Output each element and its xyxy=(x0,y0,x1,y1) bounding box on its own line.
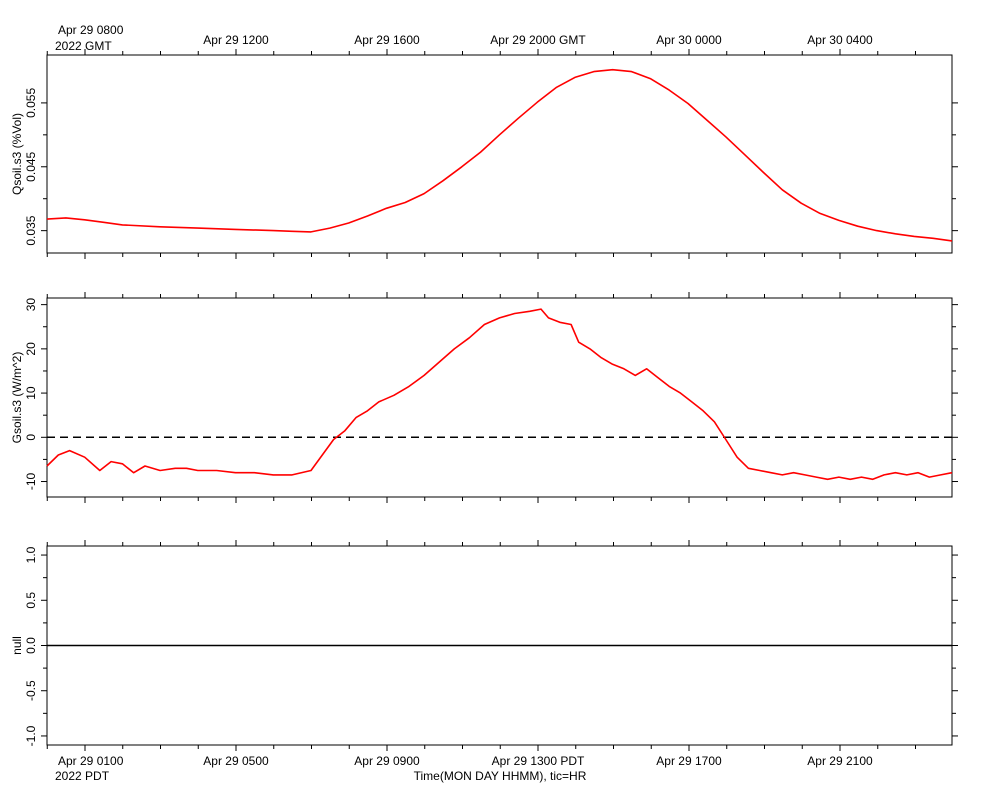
top-axis-label: Apr 29 1200 xyxy=(203,33,269,47)
bottom-axis-label: Apr 29 0900 xyxy=(354,754,420,768)
qsoil-frame xyxy=(46,54,953,254)
qsoil-y-axis-title: Qsoil.s3 (%Vol) xyxy=(10,113,24,195)
y-tick-label: 0.5 xyxy=(24,592,38,609)
top-axis-first-label-line1: Apr 29 0800 xyxy=(58,23,124,37)
null-y-axis-title: null xyxy=(10,636,24,655)
y-tick-label: -1.0 xyxy=(24,725,38,746)
bottom-axis-label: Apr 29 1700 xyxy=(656,754,722,768)
gsoil-panel: -10 0 10 20 30 Gsoil.s3 (W/m^2) xyxy=(10,292,958,503)
top-axis-label: Apr 29 1600 xyxy=(354,33,420,47)
y-tick-label: -10 xyxy=(24,473,38,491)
bottom-axis-label: Apr 29 0500 xyxy=(203,754,269,768)
x-axis-title: Time(MON DAY HHMM), tic=HR xyxy=(414,769,587,783)
bottom-axis-first-label-line1: Apr 29 0100 xyxy=(58,754,124,768)
null-panel: -1.0 -0.5 0.0 0.5 1.0 null xyxy=(10,540,958,751)
y-tick-label: 0.045 xyxy=(24,151,38,181)
y-tick-label: 20 xyxy=(24,342,38,356)
y-tick-label: 0.055 xyxy=(24,88,38,118)
bottom-axis-first-label-line2: 2022 PDT xyxy=(55,769,110,783)
top-axis-first-label-line2: 2022 GMT xyxy=(55,39,112,53)
top-axis-label: Apr 30 0400 xyxy=(807,33,873,47)
y-tick-label: 0.0 xyxy=(24,637,38,654)
y-tick-label: 10 xyxy=(24,386,38,400)
y-tick-label: 0 xyxy=(24,434,38,441)
y-tick-label: -0.5 xyxy=(24,680,38,701)
top-axis-label: Apr 30 0000 xyxy=(656,33,722,47)
y-tick-label: 30 xyxy=(24,298,38,312)
gsoil-series-line xyxy=(46,308,953,481)
gsoil-y-axis-title: Gsoil.s3 (W/m^2) xyxy=(10,352,24,444)
y-tick-label: 1.0 xyxy=(24,546,38,563)
bottom-axis-label: Apr 29 1300 PDT xyxy=(492,754,585,768)
top-axis-label: Apr 29 2000 GMT xyxy=(490,33,586,47)
qsoil-series-line xyxy=(46,68,953,242)
gsoil-frame xyxy=(46,297,953,498)
y-tick-label: 0.035 xyxy=(24,215,38,245)
bottom-axis-label: Apr 29 2100 xyxy=(807,754,873,768)
